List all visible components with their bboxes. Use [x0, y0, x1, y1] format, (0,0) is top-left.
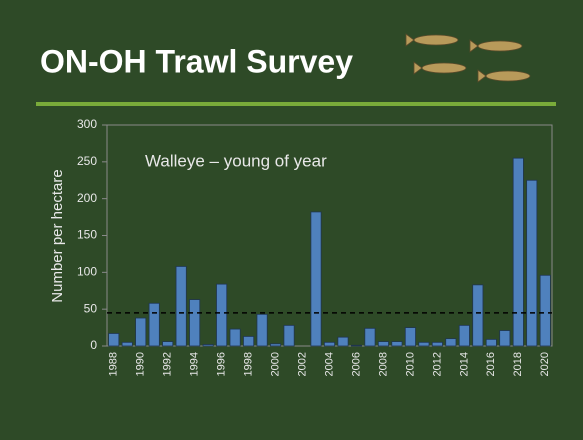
bar [189, 299, 201, 347]
bar [216, 283, 228, 347]
x-tick-label: 2018 [512, 352, 524, 376]
bar [512, 157, 524, 347]
bar [175, 266, 187, 347]
y-tick-label: 150 [77, 228, 97, 242]
slide-title: ON-OH Trawl Survey [40, 43, 353, 79]
x-tick-label: 1998 [242, 352, 254, 376]
bar [337, 336, 349, 347]
bar [243, 336, 255, 347]
x-tick-label: 2000 [269, 352, 281, 376]
y-tick-label: 50 [84, 301, 98, 315]
bar [148, 302, 160, 347]
bar [121, 341, 133, 347]
bar [458, 324, 470, 347]
bar [472, 284, 484, 347]
y-tick-label: 300 [77, 117, 97, 131]
fish-icons [405, 33, 531, 83]
y-axis-label: Number per hectare [49, 169, 66, 302]
bar [270, 343, 282, 347]
y-tick-label: 0 [90, 338, 97, 352]
bar [256, 313, 268, 347]
bar [229, 328, 241, 347]
annotation: Walleye – young of year [145, 151, 327, 170]
bar [108, 333, 120, 347]
bar [539, 274, 551, 347]
bar [404, 327, 416, 347]
bar [135, 317, 147, 347]
x-tick-label: 2006 [350, 352, 362, 376]
x-tick-label: 2002 [296, 352, 308, 376]
x-tick-label: 1996 [216, 352, 228, 376]
bar [499, 330, 511, 347]
x-tick-label: 1990 [135, 352, 147, 376]
bar [391, 341, 403, 347]
x-tick-label: 2004 [323, 352, 335, 376]
x-tick-label: 1992 [162, 352, 174, 376]
bar [162, 341, 174, 347]
y-tick-label: 100 [77, 265, 97, 279]
bar [364, 327, 376, 347]
bar [418, 341, 430, 347]
x-tick-label: 2016 [485, 352, 497, 376]
bar [202, 344, 214, 347]
bar [323, 341, 336, 347]
y-tick-label: 250 [77, 154, 97, 168]
bar [350, 344, 362, 347]
bar [485, 338, 497, 347]
bar [310, 211, 322, 347]
x-tick-label: 2020 [539, 352, 551, 376]
x-tick-label: 1988 [108, 352, 120, 376]
bar [445, 338, 457, 347]
x-tick-label: 2012 [431, 352, 443, 376]
x-tick-label: 1994 [189, 352, 201, 376]
bar [283, 324, 295, 347]
x-tick-label: 2014 [458, 352, 470, 376]
bar [431, 341, 443, 347]
x-tick-label: 2010 [404, 352, 416, 376]
x-tick-label: 2008 [377, 352, 389, 376]
y-tick-label: 200 [77, 191, 97, 205]
bar [377, 341, 389, 347]
bar [526, 179, 538, 347]
